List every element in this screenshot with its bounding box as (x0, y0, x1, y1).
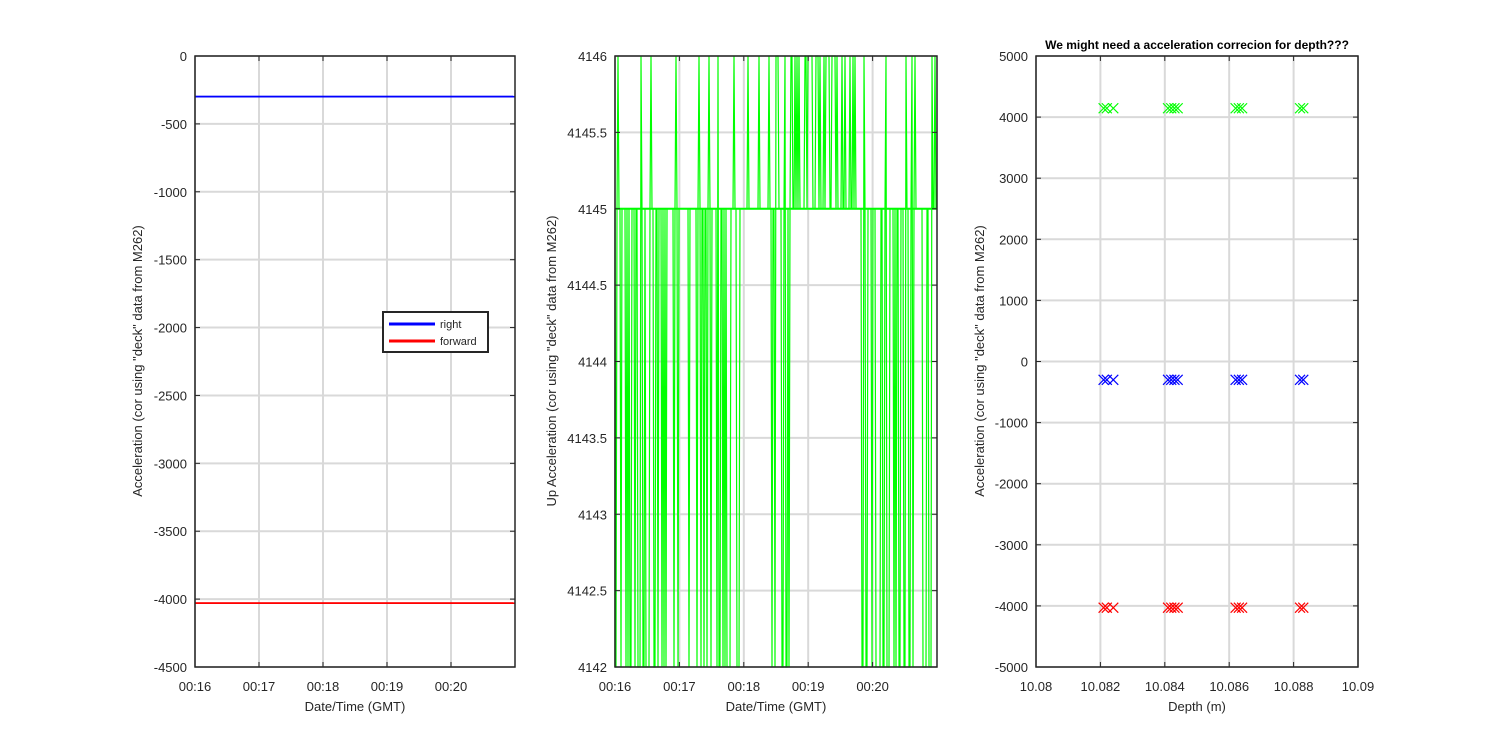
y-tick-label: 4143 (578, 507, 607, 522)
x-tick-label: 00:19 (371, 679, 404, 694)
panel-3-title: We might need a acceleration correcion f… (1045, 38, 1349, 52)
scatter-point (1169, 374, 1180, 386)
y-tick-label: -1500 (154, 253, 187, 268)
x-tick-label: 10.086 (1209, 679, 1249, 694)
scatter-point (1172, 602, 1184, 614)
x-tick-label: 10.08 (1020, 679, 1053, 694)
panel-3-y-ticks: 5000 4000 3000 2000 1000 0 -1000 -2000 -3000 -400… (995, 49, 1358, 675)
y-tick-label: -3000 (154, 456, 187, 471)
panel-1-x-label: Date/Time (GMT) (305, 699, 406, 714)
scatter-point (1233, 602, 1245, 614)
x-tick-label: 00:16 (599, 679, 632, 694)
y-tick-label: -3500 (154, 524, 187, 539)
x-tick-label: 00:16 (179, 679, 212, 694)
x-tick-label: 10.084 (1145, 679, 1185, 694)
y-tick-label: 5000 (999, 49, 1028, 64)
panel-1-series (195, 95, 515, 604)
panel-2-y-label: Up Acceleration (cor using "deck" data f… (544, 215, 559, 506)
y-tick-label: 4144.5 (567, 278, 607, 293)
x-tick-label: 00:20 (856, 679, 889, 694)
panel-1-legend: right forward (382, 311, 489, 353)
y-tick-label: 0 (1021, 355, 1028, 370)
y-tick-label: 0 (180, 49, 187, 64)
scatter-point (1297, 602, 1309, 614)
x-tick-label: 10.09 (1342, 679, 1375, 694)
y-tick-label: -4000 (154, 592, 187, 607)
scatter-point (1236, 102, 1248, 114)
x-tick-label: 00:19 (792, 679, 825, 694)
panel-2-y-ticks: 4142 4142.5 4143 4143.5 4144 4144.5 4145 4145.5… (567, 49, 937, 675)
panel-2-x-ticks: 00:16 00:17 00:18 00:19 00:20 (599, 56, 889, 694)
panel-1-y-label: Acceleration (cor using "deck" data from… (130, 225, 145, 497)
x-tick-label: 00:18 (307, 679, 340, 694)
y-tick-label: 4143.5 (567, 431, 607, 446)
y-tick-label: 4144 (578, 355, 607, 370)
panel-1-x-ticks: 00:16 00:17 00:18 00:19 00:20 (179, 56, 468, 694)
y-tick-label: 4000 (999, 110, 1028, 125)
panel-1-axes-frame (194, 55, 516, 668)
panel-2: 00:16 00:17 00:18 00:19 00:20 4142 4142.5 4143… (544, 49, 938, 714)
panel-3-series (1098, 102, 1309, 614)
y-tick-label: 2000 (999, 232, 1028, 247)
legend-box (382, 311, 489, 353)
panel-1-y-ticks: 0 -500 -1000 -1500 -2000 -2500 -3000 -3500 -4000… (154, 49, 515, 675)
y-tick-label: 3000 (999, 171, 1028, 186)
y-tick-label: -2000 (154, 321, 187, 336)
panel-3-x-ticks: 10.08 10.082 10.084 10.086 10.088 10.09 (1020, 56, 1375, 694)
y-tick-label: 4146 (578, 49, 607, 64)
y-tick-label: 4145 (578, 202, 607, 217)
scatter-point (1098, 102, 1110, 114)
panel-3: 10.08 10.082 10.084 10.086 10.088 10.09 5000 4… (972, 38, 1374, 714)
panel-1-grid (194, 55, 515, 668)
legend-entry-right: right (440, 319, 461, 331)
scatter-point (1294, 102, 1306, 114)
x-tick-label: 00:17 (663, 679, 696, 694)
scatter-point (1098, 602, 1110, 614)
y-tick-label: -1000 (995, 416, 1028, 431)
scatter-point (1107, 602, 1119, 614)
y-tick-label: 1000 (999, 293, 1028, 308)
panel-3-x-label: Depth (m) (1168, 699, 1226, 714)
scatter-point (1172, 374, 1184, 386)
y-tick-label: -2500 (154, 388, 187, 403)
legend-entry-forward: forward (440, 336, 477, 348)
scatter-point (1107, 374, 1119, 386)
y-tick-label: -5000 (995, 660, 1028, 675)
x-tick-label: 00:17 (243, 679, 276, 694)
scatter-point (1236, 374, 1248, 386)
y-tick-label: -1000 (154, 185, 187, 200)
scatter-point (1233, 374, 1245, 386)
scatter-point (1233, 102, 1245, 114)
scatter-point (1098, 374, 1110, 386)
panel-3-grid (1035, 55, 1359, 668)
y-tick-label: 4142 (578, 660, 607, 675)
y-tick-label: -2000 (995, 477, 1028, 492)
y-tick-label: -4500 (154, 660, 187, 675)
scatter-point (1297, 102, 1309, 114)
x-tick-label: 00:20 (435, 679, 468, 694)
scatter-point (1297, 374, 1309, 386)
scatter-point (1169, 102, 1180, 114)
x-tick-label: 10.082 (1081, 679, 1121, 694)
scatter-point (1169, 602, 1180, 614)
panel-1: 00:16 00:17 00:18 00:19 00:20 0 -500 -1000 -150… (130, 49, 516, 714)
x-tick-label: 00:18 (728, 679, 761, 694)
x-tick-label: 10.088 (1274, 679, 1314, 694)
scatter-point (1172, 102, 1184, 114)
panel-3-y-label: Acceleration (cor using "deck" data from… (972, 225, 987, 497)
panel-2-x-label: Date/Time (GMT) (726, 699, 827, 714)
scatter-point (1294, 602, 1306, 614)
scatter-point (1236, 602, 1248, 614)
y-tick-label: -3000 (995, 538, 1028, 553)
y-tick-label: 4145.5 (567, 125, 607, 140)
y-tick-label: -500 (161, 117, 187, 132)
y-tick-label: 4142.5 (567, 584, 607, 599)
scatter-point (1107, 102, 1119, 114)
scatter-point (1294, 374, 1306, 386)
y-tick-label: -4000 (995, 599, 1028, 614)
